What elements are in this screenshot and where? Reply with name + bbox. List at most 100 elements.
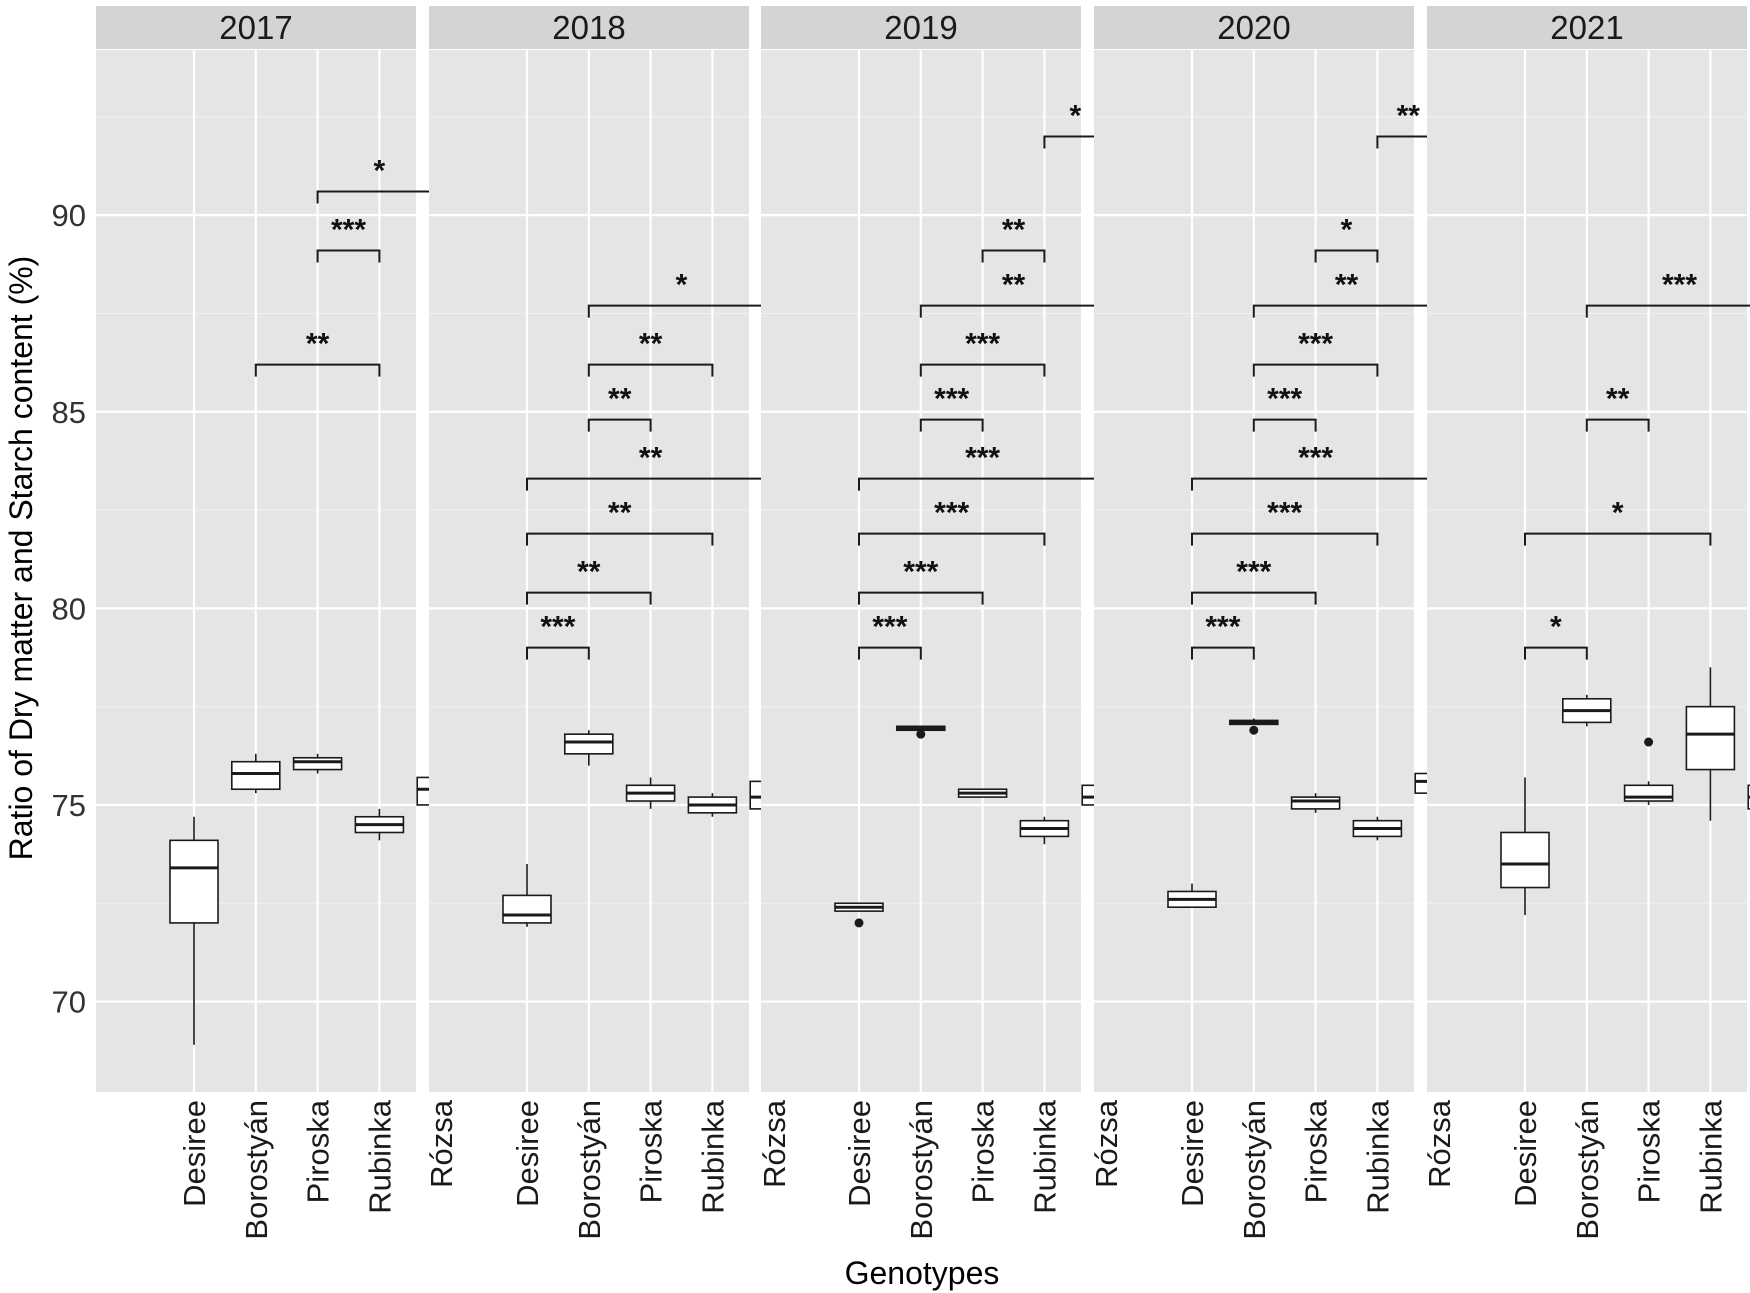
significance-label: *** — [1662, 269, 1697, 302]
significance-label: *** — [1298, 442, 1333, 475]
x-tick-label: Borostyán — [904, 1100, 939, 1240]
panel-2020: 2020***********************Desiree Borost… — [1094, 6, 1464, 1240]
x-tick-label: Desiree — [1508, 1100, 1543, 1207]
x-tick-label: Borostyán — [239, 1100, 274, 1240]
significance-label: ** — [639, 328, 663, 361]
box-Borostyán — [563, 730, 614, 766]
y-tick-label: 85 — [52, 395, 86, 430]
significance-bracket: *** — [919, 328, 1046, 377]
significance-label: ** — [1335, 269, 1359, 302]
x-tick-label: Desiree — [1175, 1100, 1210, 1207]
significance-bracket: ** — [526, 497, 714, 546]
significance-label: *** — [1298, 328, 1333, 361]
strip-label: 2019 — [884, 9, 957, 46]
significance-bracket: *** — [858, 556, 984, 605]
significance-label: * — [1550, 611, 1562, 644]
significance-bracket: *** — [316, 214, 381, 263]
box-iqr — [1685, 705, 1736, 771]
significance-label: ** — [608, 383, 632, 416]
significance-bracket: * — [1314, 214, 1379, 263]
significance-label: *** — [1267, 383, 1302, 416]
significance-bracket: ** — [254, 328, 381, 377]
box-Desiree — [169, 816, 219, 1045]
y-tick-label: 70 — [52, 985, 86, 1020]
panel-2017: 2017******Desiree Borostyán Piroska Rubinka… — [96, 6, 467, 1240]
bracket-line — [858, 646, 922, 660]
strip-background — [429, 6, 749, 49]
bracket-line — [1585, 304, 1750, 318]
significance-label: ** — [577, 556, 601, 589]
box-Piroska — [1623, 737, 1674, 805]
box-Piroska — [625, 777, 676, 809]
bracket-line — [1191, 532, 1379, 546]
significance-label: *** — [1267, 497, 1302, 530]
box-Rubinka — [1685, 667, 1736, 821]
box-Desiree — [502, 863, 552, 927]
significance-label: * — [676, 269, 688, 302]
bracket-line — [254, 363, 381, 377]
y-tick-label: 75 — [52, 788, 86, 823]
outlier-point — [1644, 737, 1654, 747]
significance-bracket: ** — [981, 214, 1046, 263]
bracket-line — [526, 591, 652, 605]
significance-label: *** — [1236, 556, 1271, 589]
x-tick-label: Rózsa — [1089, 1099, 1124, 1188]
box-Piroska — [1290, 793, 1341, 813]
x-tick-label: Desiree — [842, 1100, 877, 1207]
bracket-line — [981, 249, 1046, 263]
y-axis-title: Ratio of Dry matter and Starch content (… — [3, 256, 39, 861]
bracket-line — [858, 532, 1046, 546]
significance-bracket: * — [1524, 611, 1588, 660]
significance-bracket: ** — [587, 383, 652, 432]
box-Rubinka — [1352, 816, 1403, 841]
box-Rubinka — [1019, 816, 1070, 845]
box-Borostyán — [1229, 718, 1279, 735]
box-Piroska — [957, 788, 1008, 798]
bracket-line — [1524, 532, 1712, 546]
x-tick-label: Rubinka — [362, 1099, 397, 1213]
significance-bracket: *** — [858, 611, 922, 660]
box-Borostyán — [231, 753, 281, 794]
x-tick-label: Rubinka — [1360, 1099, 1395, 1213]
box-iqr — [502, 894, 552, 924]
outlier-point — [854, 918, 864, 928]
box-Rubinka — [687, 793, 738, 817]
significance-bracket: *** — [1252, 328, 1379, 377]
x-tick-label: Piroska — [301, 1099, 336, 1203]
significance-label: ** — [1397, 100, 1421, 133]
significance-bracket: ** — [587, 328, 714, 377]
significance-bracket: *** — [919, 383, 984, 432]
outlier-point — [1249, 725, 1259, 735]
box-Piroska — [292, 753, 343, 774]
significance-bracket: ** — [526, 556, 652, 605]
significance-bracket: ** — [1585, 383, 1650, 432]
strip-background — [96, 6, 416, 49]
significance-label: *** — [872, 611, 907, 644]
box-iqr — [563, 733, 614, 755]
box-Borostyán — [1562, 694, 1612, 727]
significance-label: *** — [1205, 611, 1240, 644]
x-tick-label: Desiree — [510, 1100, 545, 1207]
bracket-line — [587, 363, 714, 377]
bracket-line — [587, 418, 652, 432]
box-Desiree — [1500, 777, 1550, 916]
significance-label: *** — [965, 442, 1000, 475]
box-Desiree — [834, 902, 884, 928]
significance-bracket: *** — [858, 442, 1108, 491]
bracket-line — [919, 418, 984, 432]
strip-label: 2017 — [219, 9, 292, 46]
bracket-line — [1252, 363, 1379, 377]
box-iqr — [1290, 796, 1341, 810]
significance-bracket: *** — [1585, 269, 1750, 318]
x-axis-title: Genotypes — [845, 1255, 1000, 1291]
significance-label: *** — [903, 556, 938, 589]
x-tick-label: Piroska — [1632, 1099, 1667, 1203]
panel-2021: 2021*******Desiree Borostyán Piroska Rubink… — [1427, 6, 1750, 1240]
significance-bracket: * — [1524, 497, 1712, 546]
box-Rubinka — [354, 808, 405, 841]
strip-label: 2020 — [1217, 9, 1290, 46]
x-tick-label: Rubinka — [695, 1099, 730, 1213]
x-tick-label: Rózsa — [424, 1099, 459, 1188]
box-iqr — [169, 839, 219, 924]
